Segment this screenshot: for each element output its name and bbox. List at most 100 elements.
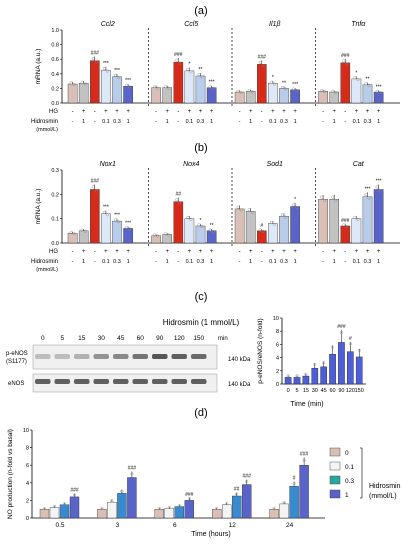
data-point [186, 215, 190, 219]
hg-value: + [355, 249, 359, 255]
hidrosmin-value: 0.3 [364, 259, 372, 265]
d-data-point [225, 502, 229, 506]
c-data-point [331, 345, 335, 349]
d-data-point [302, 458, 306, 462]
data-point [250, 90, 254, 94]
y-tick-label: 0.1 [51, 217, 59, 223]
bar [195, 75, 206, 104]
hidrosmin-value: 1 [210, 259, 213, 265]
gene-label: Il1β [269, 21, 280, 28]
data-point [250, 210, 254, 214]
blot-lane-time: 15 [78, 335, 86, 342]
legend-unit: (mmol/L) [369, 493, 397, 500]
data-point [189, 70, 193, 74]
d-data-point [292, 481, 296, 485]
bar [89, 60, 100, 104]
data-point [178, 201, 182, 205]
significance-mark: *** [114, 213, 120, 219]
d-y-axis-label: NO production (n-fold vs basal) [7, 429, 14, 519]
data-point [116, 76, 120, 80]
hidrosmin-value: 1 [249, 259, 252, 265]
bar [173, 201, 184, 244]
d-data-point [110, 499, 114, 503]
data-point [164, 85, 168, 89]
d-data-point [177, 504, 181, 508]
hg-value: + [188, 249, 192, 255]
hidrosmin-value: 1 [333, 259, 336, 265]
data-point [91, 57, 95, 61]
hg-value: - [239, 109, 241, 115]
d-data-point [157, 506, 161, 510]
c-significance-mark: ### [337, 324, 346, 330]
significance-mark: ### [258, 54, 267, 60]
d-bar [184, 500, 195, 519]
blot-band-eNOS [132, 379, 148, 384]
data-point [258, 228, 262, 232]
hidrosmin-value: 1 [333, 119, 336, 125]
hg-value: - [261, 249, 263, 255]
c-x-tick-label: 15 [303, 388, 309, 394]
significance-mark: # [260, 223, 263, 229]
c-bar [284, 377, 292, 385]
data-point [258, 60, 262, 64]
data-point [375, 185, 379, 189]
d-data-point [245, 480, 249, 484]
bar [184, 70, 195, 104]
d-bar [299, 465, 309, 519]
hidrosmin-value: - [239, 119, 241, 125]
y-tick-label: 0.2 [51, 86, 59, 92]
c-bar [311, 367, 319, 385]
d-bar [241, 484, 252, 519]
d-significance-mark: ## [234, 487, 240, 493]
hg-value: + [115, 249, 119, 255]
blot-band-eNOS [93, 379, 109, 384]
data-point [208, 85, 212, 89]
data-point [331, 89, 335, 93]
c-data-point [339, 330, 343, 334]
data-point [247, 208, 251, 212]
data-point [342, 59, 346, 63]
blot-lane-time: 120 [174, 335, 185, 342]
significance-mark: ### [174, 52, 183, 58]
data-point [281, 213, 285, 217]
significance-mark: *** [114, 68, 120, 74]
gene-label: Sod1 [267, 161, 283, 168]
c-y-axis-label: p-eNOS/eNOS (n-fold) [257, 318, 264, 383]
data-point [367, 83, 371, 87]
data-point [125, 225, 129, 229]
hg-row-label: HG [49, 249, 58, 255]
hidrosmin-value: - [155, 119, 157, 125]
y-tick-label: 0.8 [51, 43, 59, 49]
hidrosmin-value: 1 [82, 119, 85, 125]
bar [362, 196, 373, 244]
bar [112, 76, 122, 104]
d-significance-mark: # [293, 476, 296, 482]
bar [351, 78, 362, 104]
d-bar [174, 506, 185, 519]
bar [318, 91, 328, 104]
bar [206, 230, 217, 244]
bar [279, 216, 289, 244]
legend-swatch [329, 447, 341, 457]
blot-band-eNOS [171, 379, 187, 384]
hg-value: - [72, 249, 74, 255]
data-point [128, 85, 132, 89]
bar [340, 225, 351, 244]
hidrosmin-value: - [344, 259, 346, 265]
panel-label-b: (b) [194, 142, 207, 154]
hidrosmin-value: - [72, 119, 74, 125]
hidrosmin-unit-label: (mmol/L) [36, 127, 58, 133]
panel-d-xlabel: Time (hours) [191, 531, 230, 538]
hidrosmin-value: 0.1 [186, 259, 194, 265]
data-point [69, 81, 73, 85]
y-tick-label: 1.0 [51, 28, 59, 34]
data-point [236, 205, 240, 209]
significance-mark: * [272, 75, 274, 81]
data-point [91, 185, 95, 189]
hidrosmin-value: 0.1 [269, 259, 277, 265]
hg-value: - [72, 109, 74, 115]
blot-lane-time: 90 [156, 335, 164, 342]
bar [78, 83, 89, 104]
legend-label: 0 [345, 450, 349, 457]
